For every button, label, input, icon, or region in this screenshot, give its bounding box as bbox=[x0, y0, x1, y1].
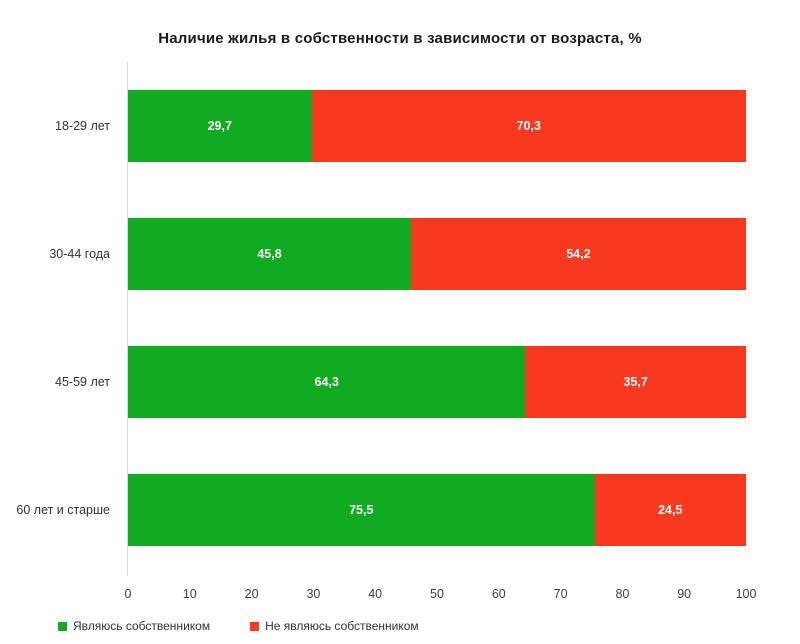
bar-value-label: 64,3 bbox=[314, 375, 339, 389]
bar-row: 18-29 лет 29,7 70,3 bbox=[0, 62, 746, 190]
x-axis-tick-label: 40 bbox=[368, 587, 383, 601]
bar-segment-non-owner: 70,3 bbox=[311, 90, 746, 162]
bar-row: 30-44 года 45,8 54,2 bbox=[0, 190, 746, 318]
x-axis-tick-label: 80 bbox=[615, 587, 630, 601]
category-label: 45-59 лет bbox=[55, 374, 110, 389]
x-axis-tick-label: 0 bbox=[124, 587, 132, 601]
bar-row: 60 лет и старше 75,5 24,5 bbox=[0, 446, 746, 574]
legend-swatch-icon bbox=[58, 621, 67, 631]
bar-track: 29,7 70,3 bbox=[128, 90, 746, 162]
x-axis-tick-label: 20 bbox=[244, 587, 259, 601]
bar-value-label: 54,2 bbox=[566, 247, 591, 261]
legend-item-owner: Являюсь собственником bbox=[58, 619, 210, 633]
y-axis-line bbox=[127, 62, 128, 576]
bar-rows: 18-29 лет 29,7 70,3 30-44 года 45,8 54,2 45-59… bbox=[0, 62, 746, 574]
x-axis-tick-label: 100 bbox=[735, 587, 757, 601]
x-axis-tick-label: 30 bbox=[306, 587, 321, 601]
bar-segment-owner: 75,5 bbox=[128, 474, 595, 546]
bar-segment-owner: 29,7 bbox=[128, 90, 312, 162]
bar-track: 45,8 54,2 bbox=[128, 218, 746, 290]
bar-value-label: 45,8 bbox=[257, 247, 282, 261]
bar-track: 75,5 24,5 bbox=[128, 474, 746, 546]
x-axis-tick-label: 10 bbox=[182, 587, 197, 601]
bar-value-label: 70,3 bbox=[516, 119, 541, 133]
bar-value-label: 29,7 bbox=[207, 119, 232, 133]
bar-segment-non-owner: 24,5 bbox=[594, 474, 746, 546]
x-axis-tick-label: 90 bbox=[677, 587, 692, 601]
bar-row: 45-59 лет 64,3 35,7 bbox=[0, 318, 746, 446]
bar-segment-owner: 64,3 bbox=[128, 346, 526, 418]
legend-label: Не являюсь собственником bbox=[265, 619, 419, 633]
x-axis-tick-label: 50 bbox=[430, 587, 444, 601]
x-axis-tick-label: 70 bbox=[553, 587, 568, 601]
x-axis: 0 10 20 30 40 50 60 70 80 90 100 bbox=[124, 587, 757, 603]
bar-segment-non-owner: 35,7 bbox=[525, 346, 746, 418]
legend: Являюсь собственником Не являюсь собствен… bbox=[58, 619, 419, 633]
bar-value-label: 35,7 bbox=[623, 375, 648, 389]
legend-item-non-owner: Не являюсь собственником bbox=[250, 619, 419, 633]
bar-track: 64,3 35,7 bbox=[128, 346, 746, 418]
legend-swatch-icon bbox=[250, 621, 260, 631]
legend-label: Являюсь собственником bbox=[73, 619, 211, 633]
bar-value-label: 75,5 bbox=[349, 503, 374, 517]
bar-value-label: 24,5 bbox=[658, 503, 683, 517]
category-label: 30-44 года bbox=[49, 246, 110, 261]
chart-title: Наличие жилья в собственности в зависимо… bbox=[158, 30, 642, 47]
category-label: 60 лет и старше bbox=[16, 502, 110, 517]
x-axis-tick-label: 60 bbox=[491, 587, 506, 601]
bar-segment-owner: 45,8 bbox=[128, 218, 412, 290]
category-label: 18-29 лет bbox=[55, 118, 110, 133]
bar-segment-non-owner: 54,2 bbox=[411, 218, 746, 290]
